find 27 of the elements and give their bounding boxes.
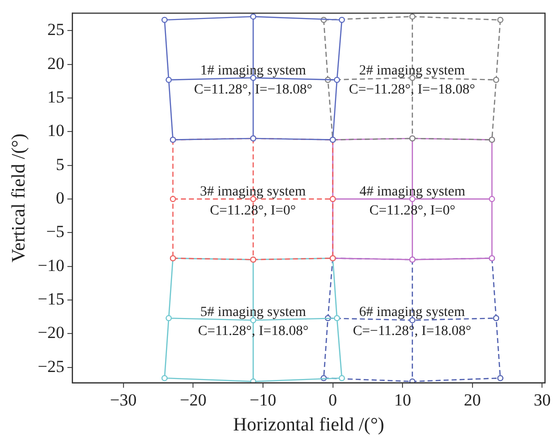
series-label: 2# imaging system bbox=[359, 63, 466, 78]
y-tick-label: −5 bbox=[46, 222, 64, 242]
y-tick-label: 20 bbox=[47, 54, 64, 73]
series-label: 6# imaging system bbox=[359, 305, 466, 320]
y-tick-label: −25 bbox=[38, 356, 64, 376]
x-axis-title: Horizontal field /(°) bbox=[233, 414, 384, 436]
x-tick-label: −30 bbox=[110, 390, 137, 410]
x-tick-label: 20 bbox=[464, 390, 481, 410]
x-tick-label: −10 bbox=[250, 390, 276, 410]
x-tick-label: −20 bbox=[180, 390, 206, 410]
annotation: C=−11.28°, I=18.08° bbox=[352, 324, 472, 340]
y-tick-label: −15 bbox=[38, 289, 64, 308]
annotation: C=11.28°, I=−18.08° bbox=[194, 82, 312, 98]
x-tick-label: 0 bbox=[328, 390, 338, 410]
series-label: 3# imaging system bbox=[200, 184, 306, 200]
y-tick-label: −20 bbox=[38, 323, 64, 342]
y-tick-label: 25 bbox=[47, 20, 64, 40]
y-tick-label: 5 bbox=[56, 154, 64, 174]
x-tick-label: 30 bbox=[534, 390, 551, 410]
y-tick-label: −10 bbox=[38, 256, 64, 275]
y-tick-label: 10 bbox=[47, 121, 64, 140]
annotation: C=11.28°, I=0° bbox=[210, 203, 296, 218]
y-tick-label: 0 bbox=[56, 188, 64, 208]
y-axis-title: Vertical field /(°) bbox=[8, 134, 30, 262]
x-tick-label: 10 bbox=[394, 390, 412, 410]
annotation: C=−11.28°, I=−18.08° bbox=[348, 82, 476, 98]
y-tick-label: 15 bbox=[47, 87, 64, 106]
